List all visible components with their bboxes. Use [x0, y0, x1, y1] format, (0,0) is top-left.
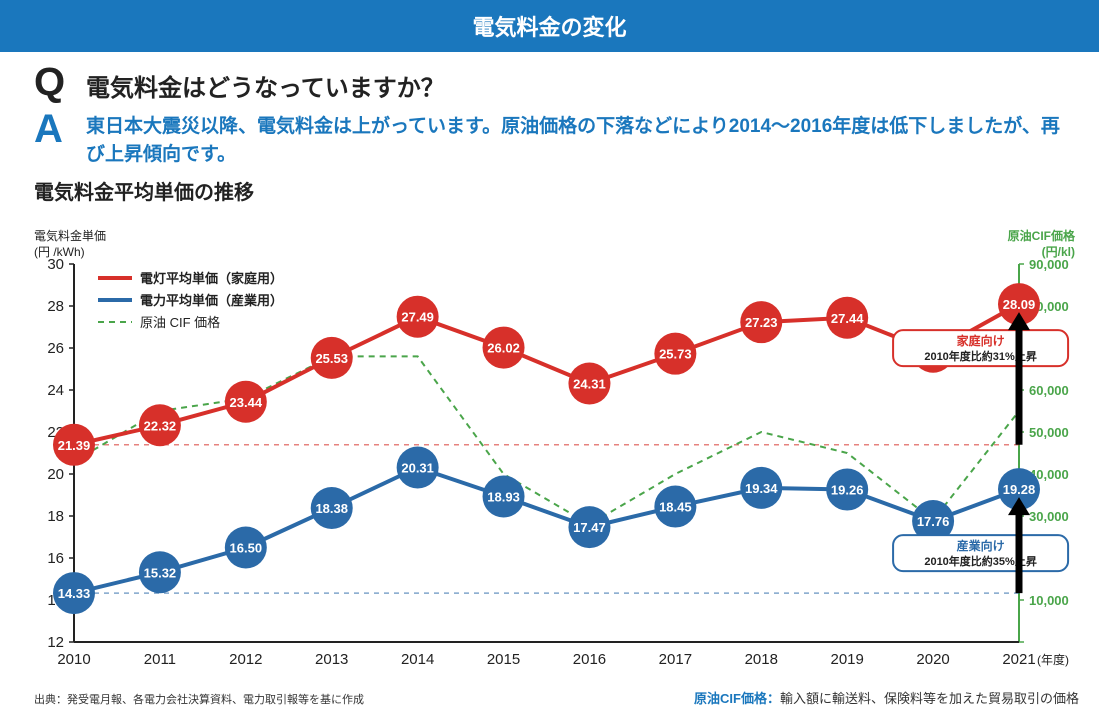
svg-text:原油CIF価格: 原油CIF価格	[1008, 228, 1076, 243]
footnote-right-label: 原油CIF価格：	[694, 691, 780, 706]
q-mark: Q	[34, 62, 70, 102]
svg-text:12: 12	[47, 634, 64, 651]
svg-text:24: 24	[47, 382, 64, 399]
svg-text:24.31: 24.31	[573, 376, 606, 391]
svg-text:2020: 2020	[916, 651, 949, 668]
svg-text:23.44: 23.44	[230, 395, 263, 410]
svg-text:28.09: 28.09	[1003, 297, 1036, 312]
svg-text:家庭向け: 家庭向け	[957, 333, 1005, 348]
svg-text:20: 20	[47, 466, 64, 483]
svg-text:2015: 2015	[487, 651, 520, 668]
svg-text:2011: 2011	[144, 651, 176, 668]
svg-text:16: 16	[47, 550, 64, 567]
svg-text:60,000: 60,000	[1029, 383, 1069, 398]
svg-text:19.34: 19.34	[745, 481, 778, 496]
svg-text:10,000: 10,000	[1029, 593, 1069, 608]
a-mark: A	[34, 109, 70, 149]
svg-text:90,000: 90,000	[1029, 257, 1069, 272]
svg-text:2012: 2012	[229, 651, 262, 668]
footnote-left: 出典：発受電月報、各電力会社決算資料、電力取引報等を基に作成	[34, 691, 364, 707]
svg-text:18.45: 18.45	[659, 500, 692, 515]
svg-text:50,000: 50,000	[1029, 425, 1069, 440]
svg-text:(年度): (年度)	[1037, 652, 1069, 667]
answer-text: 東日本大震災以降、電気料金は上がっています。原油価格の下落などにより2014〜2…	[86, 109, 1065, 168]
svg-text:21.39: 21.39	[58, 438, 91, 453]
title-banner: 電気料金の変化	[0, 0, 1099, 52]
svg-text:27.49: 27.49	[401, 310, 434, 325]
svg-text:26: 26	[47, 340, 64, 357]
svg-text:30: 30	[47, 256, 64, 273]
svg-text:19.28: 19.28	[1003, 482, 1036, 497]
svg-text:25.73: 25.73	[659, 347, 692, 362]
svg-text:14.33: 14.33	[58, 586, 91, 601]
svg-text:2017: 2017	[659, 651, 692, 668]
question-text: 電気料金はどうなっていますか？	[86, 62, 445, 103]
answer-row: A 東日本大震災以降、電気料金は上がっています。原油価格の下落などにより2014…	[34, 109, 1065, 168]
svg-text:15.32: 15.32	[144, 565, 177, 580]
chart-container: 電気料金単価(円 /kWh)原油CIF価格(円/kl)1214161820222…	[34, 228, 1079, 681]
question-row: Q 電気料金はどうなっていますか？	[34, 62, 1065, 103]
svg-text:2014: 2014	[401, 651, 434, 668]
svg-text:26.02: 26.02	[487, 341, 520, 356]
svg-text:産業向け: 産業向け	[957, 538, 1005, 553]
svg-text:19.26: 19.26	[831, 483, 864, 498]
svg-text:17.76: 17.76	[917, 514, 950, 529]
svg-text:30,000: 30,000	[1029, 509, 1069, 524]
svg-text:18: 18	[47, 508, 64, 525]
footnote-right: 原油CIF価格：輸入額に輸送料、保険料等を加えた貿易取引の価格	[694, 688, 1079, 707]
svg-text:18.93: 18.93	[487, 489, 520, 504]
svg-text:27.23: 27.23	[745, 315, 778, 330]
svg-text:原油 CIF 価格: 原油 CIF 価格	[140, 315, 220, 330]
svg-text:2013: 2013	[315, 651, 348, 668]
price-chart: 電気料金単価(円 /kWh)原油CIF価格(円/kl)1214161820222…	[34, 228, 1079, 678]
svg-text:2010: 2010	[57, 651, 90, 668]
svg-text:17.47: 17.47	[573, 520, 606, 535]
svg-text:電灯平均単価（家庭用）: 電灯平均単価（家庭用）	[140, 271, 283, 286]
svg-text:2019: 2019	[830, 651, 863, 668]
svg-text:28: 28	[47, 298, 64, 315]
footnote-right-text: 輸入額に輸送料、保険料等を加えた貿易取引の価格	[780, 691, 1079, 706]
svg-text:電気料金単価: 電気料金単価	[34, 228, 106, 243]
chart-title: 電気料金平均単価の推移	[34, 176, 1099, 205]
svg-text:20.31: 20.31	[401, 460, 434, 475]
svg-text:電力平均単価（産業用）: 電力平均単価（産業用）	[140, 293, 283, 308]
svg-text:18.38: 18.38	[315, 501, 348, 516]
svg-text:25.53: 25.53	[315, 351, 348, 366]
svg-text:22.32: 22.32	[144, 418, 177, 433]
svg-text:2016: 2016	[573, 651, 606, 668]
svg-text:27.44: 27.44	[831, 311, 864, 326]
svg-text:16.50: 16.50	[230, 541, 263, 556]
svg-text:2021: 2021	[1002, 651, 1035, 668]
svg-text:2018: 2018	[745, 651, 778, 668]
